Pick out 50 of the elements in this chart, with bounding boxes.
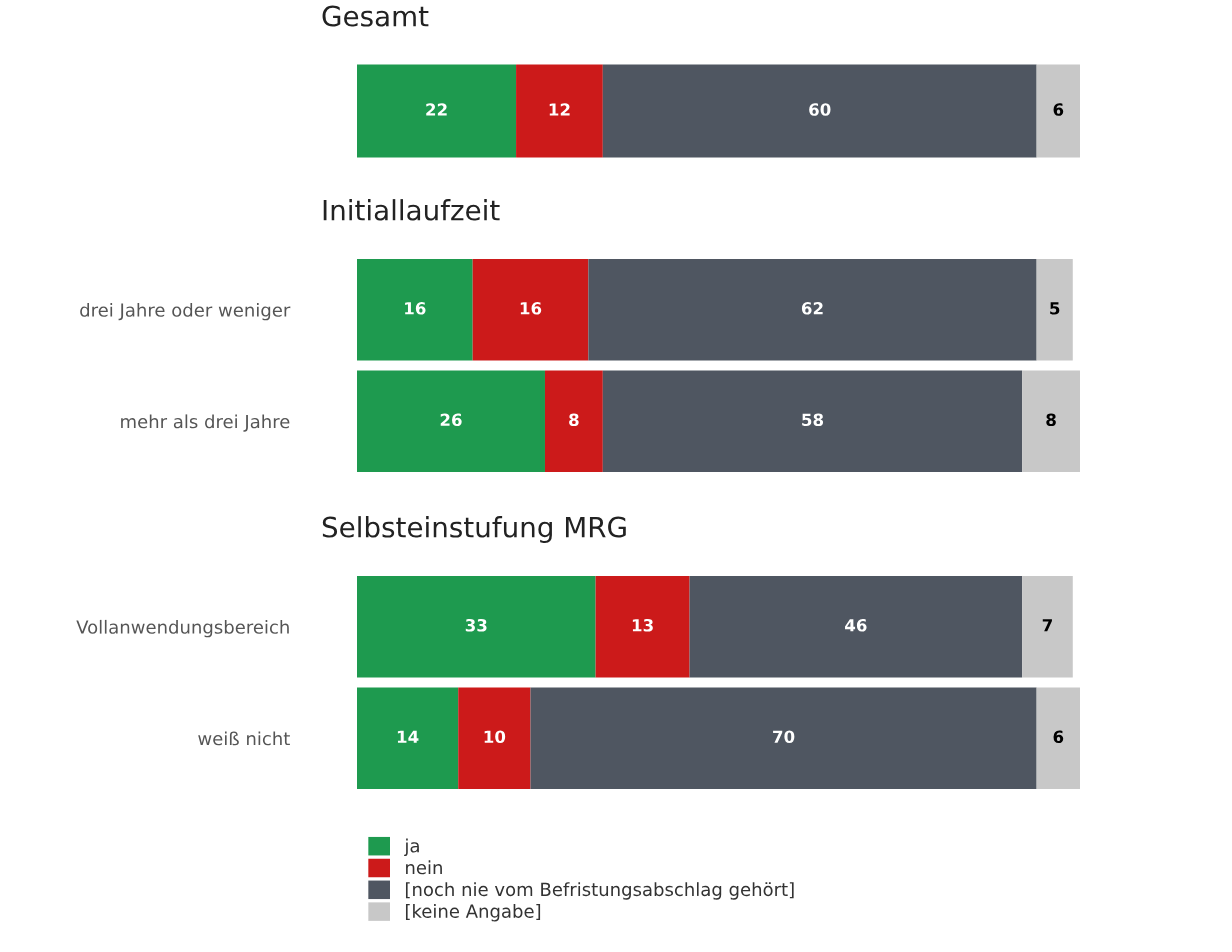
chart-title: Gesamt	[322, 5, 429, 27]
bar	[1022, 370, 1080, 472]
data-label: 58	[802, 413, 824, 427]
data-label: 6	[1053, 103, 1064, 116]
data-label: 6	[1053, 730, 1064, 744]
bar	[689, 576, 1023, 678]
bar	[530, 687, 1037, 789]
data-label: 8	[569, 413, 579, 427]
data-label: 8	[1046, 413, 1056, 427]
data-label: 70	[773, 730, 795, 744]
data-label: 22	[426, 103, 447, 116]
bar	[516, 64, 603, 158]
data-label: 46	[845, 618, 867, 632]
bar	[1036, 259, 1073, 361]
y-tick-label: Vollanwendungsbereich	[76, 619, 289, 638]
data-label: 12	[549, 103, 570, 116]
bar	[357, 64, 517, 158]
bar	[588, 259, 1037, 361]
data-label: 16	[520, 301, 542, 315]
bar	[595, 576, 690, 678]
legend-label: ja	[404, 838, 419, 857]
data-label: 60	[809, 103, 831, 116]
bar	[602, 370, 1023, 472]
data-label: 14	[397, 730, 419, 743]
legend-label: nein	[406, 860, 442, 875]
bar	[357, 576, 596, 678]
data-label: 5	[1050, 302, 1060, 315]
bar	[1036, 64, 1080, 158]
bar	[357, 370, 545, 472]
data-label: 10	[484, 730, 506, 744]
data-label: 13	[632, 618, 653, 632]
bar	[357, 687, 459, 789]
chart-title: Selbsteinstufung MRG	[322, 516, 626, 543]
bar	[1022, 576, 1073, 678]
data-label: 26	[440, 413, 462, 427]
bar	[544, 370, 603, 472]
bar	[472, 259, 589, 361]
y-tick-label: drei Jahre oder weniger	[80, 302, 291, 321]
bar	[1036, 687, 1080, 789]
y-tick-label: weiß nicht	[198, 731, 290, 746]
bar	[357, 259, 473, 361]
data-label: 33	[465, 618, 487, 632]
data-label: 7	[1042, 619, 1052, 632]
y-tick-label: mehr als drei Jahre	[121, 414, 290, 432]
data-label: 16	[405, 301, 426, 315]
legend-label: [noch nie vom Befristungsabschlag gehört]	[405, 882, 794, 900]
bar	[458, 687, 531, 789]
legend-label: [keine Angabe]	[405, 904, 541, 922]
chart-title: Initiallaufzeit	[323, 199, 500, 221]
data-label: 62	[801, 301, 823, 315]
